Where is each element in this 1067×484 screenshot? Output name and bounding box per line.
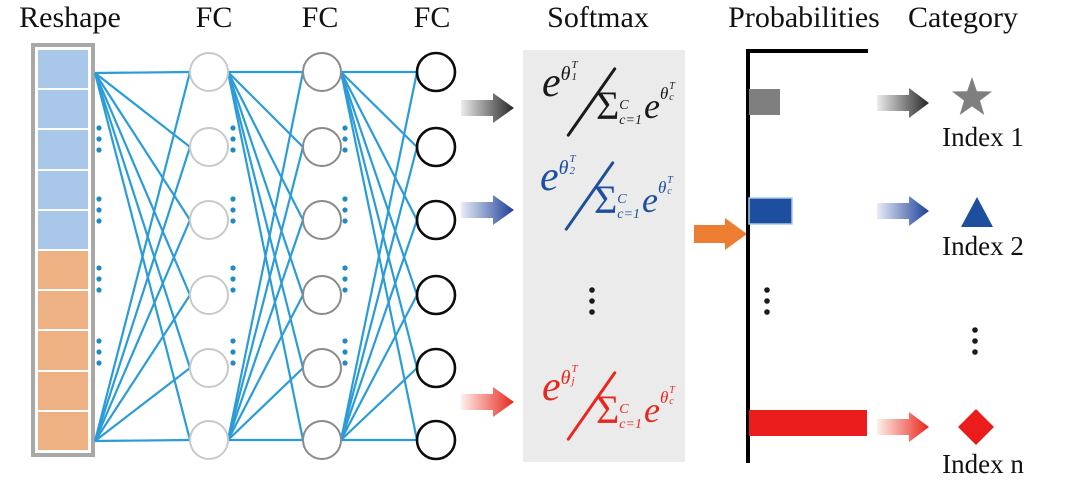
arrow-right-icon-blue-to-softmax xyxy=(461,195,514,225)
formula-numerator: e xyxy=(542,60,561,106)
category-label-index-n: Index n xyxy=(942,449,1024,479)
star-icon xyxy=(952,77,992,115)
label-probabilities: Probabilities xyxy=(728,1,880,34)
reshape-cell xyxy=(38,411,88,451)
reshape-cell xyxy=(38,291,88,330)
formula-numerator: e xyxy=(540,154,559,200)
reshape-cell xyxy=(38,130,88,169)
arrow-right-icon-orange xyxy=(694,218,747,250)
label-fc-2: FC xyxy=(301,1,339,34)
probability-bar-index-n xyxy=(749,410,867,436)
reshape-vector xyxy=(31,43,95,457)
triangle-icon xyxy=(961,197,993,227)
label-reshape: Reshape xyxy=(19,1,121,34)
formula-numerator: e xyxy=(542,364,561,410)
fc-layer-1-neurons xyxy=(189,52,229,460)
arrow-right-icon-red-to-category xyxy=(877,412,929,442)
reshape-cell xyxy=(38,331,88,370)
connection-lines xyxy=(93,70,419,443)
label-softmax: Softmax xyxy=(547,1,649,34)
softmax-panel xyxy=(523,50,685,462)
label-fc-3: FC xyxy=(413,1,451,34)
arrow-right-icon-gray-to-category xyxy=(877,88,929,118)
reshape-cell xyxy=(38,371,88,410)
probabilities-axis xyxy=(746,49,868,463)
label-fc-1: FC xyxy=(195,1,233,34)
probability-bar-index-1 xyxy=(749,89,780,115)
reshape-cell xyxy=(38,251,88,290)
probability-bar-index-2 xyxy=(748,197,793,225)
arrow-right-icon-red-to-softmax xyxy=(461,387,514,417)
category-label-index-2: Index 2 xyxy=(942,231,1024,261)
label-category: Category xyxy=(908,1,1018,34)
reshape-cell xyxy=(38,210,88,250)
diamond-icon xyxy=(958,409,994,445)
fc-layer-2-neurons xyxy=(302,52,342,460)
fc-layer-3-neurons xyxy=(415,51,457,461)
category-label-index-1: Index 1 xyxy=(942,122,1024,152)
ellipsis-dots-blue xyxy=(96,125,348,366)
ellipsis-dots-black xyxy=(589,287,978,355)
arrow-right-icon-blue-to-category xyxy=(877,196,929,226)
reshape-cell xyxy=(38,170,88,209)
reshape-cell xyxy=(38,90,88,129)
reshape-cell xyxy=(38,50,88,89)
arrow-right-icon-gray-to-softmax xyxy=(461,93,514,123)
